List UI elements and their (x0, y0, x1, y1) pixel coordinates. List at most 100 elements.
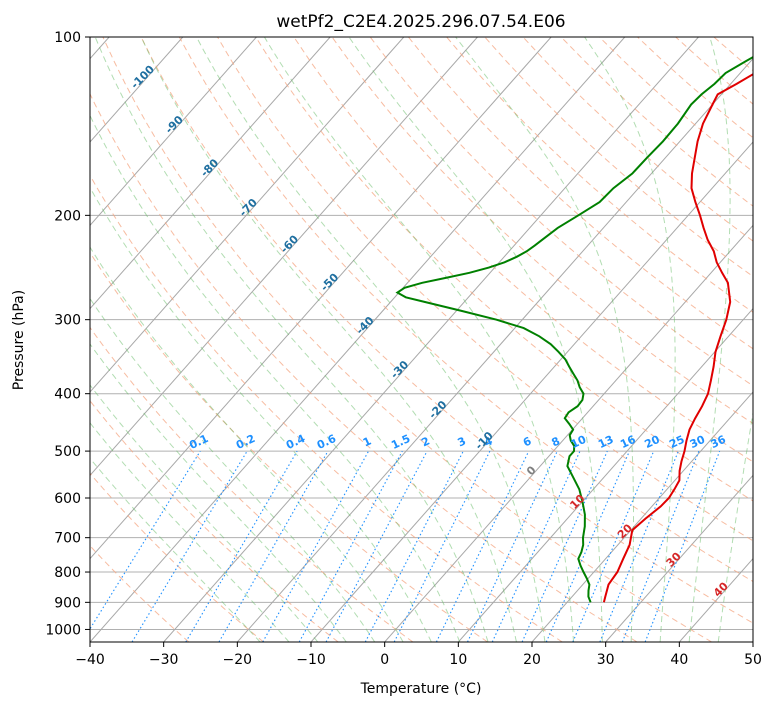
dry-adiabat (90, 251, 488, 642)
mixing-ratio-line (521, 450, 608, 642)
moist-adiabat (140, 37, 517, 642)
mixing-ratio-line (90, 450, 201, 630)
mixing-ratio-label: 8 (550, 434, 562, 449)
mixing-ratio-label: 0.1 (187, 432, 210, 452)
isotherm-line (90, 37, 184, 143)
mixing-ratio-line (572, 450, 655, 642)
y-tick-label: 800 (54, 565, 81, 581)
mixing-ratio-line (325, 450, 428, 642)
dewpoint-profile-line (395, 55, 753, 603)
mixing-ratio-label: 1 (361, 434, 373, 449)
dry-adiabat (637, 37, 753, 139)
dry-adiabat (90, 174, 563, 642)
moist-adiabat (90, 457, 261, 642)
dry-adiabat (408, 37, 753, 350)
dry-adiabat (90, 400, 339, 642)
x-tick-label: −10 (296, 652, 326, 668)
mixing-ratio-label: 10 (569, 433, 589, 451)
plot-frame (89, 36, 754, 643)
moist-adiabat (90, 297, 376, 642)
y-tick-label: 300 (54, 313, 81, 329)
isotherm-line (752, 641, 753, 642)
isotherm-label: -30 (388, 358, 411, 381)
mixing-ratio-label: 30 (688, 433, 708, 451)
isotherm-label: -100 (128, 63, 157, 92)
moist-adiabat (94, 37, 489, 642)
mixing-ratio-line (298, 450, 403, 642)
y-tick-label: 500 (54, 444, 81, 460)
y-tick-label: 700 (54, 531, 81, 547)
y-axis-label: Pressure (hPa) (11, 290, 27, 390)
x-tick-label: −40 (75, 652, 105, 668)
y-tick-label: 600 (54, 491, 81, 507)
chart-title: wetPf2_C2E4.2025.296.07.54.E06 (276, 12, 565, 32)
moist-adiabat (584, 37, 676, 642)
mixing-ratio-label: 1.5 (389, 432, 412, 452)
isotherm-label: 20 (615, 521, 635, 541)
dry-adiabat (90, 326, 414, 642)
isotherm-label: -80 (198, 156, 221, 179)
x-tick-label: 10 (449, 652, 467, 668)
mixing-ratio-line (467, 450, 558, 642)
y-tick-label: 400 (54, 387, 81, 403)
mixing-ratio-label: 0.4 (284, 432, 307, 452)
mixing-ratio-line (621, 450, 700, 642)
mixing-ratio-label: 6 (521, 434, 534, 449)
dry-adiabat (217, 37, 753, 542)
isotherm-line (678, 557, 753, 642)
dry-adiabat (90, 545, 190, 642)
moist-adiabat (90, 343, 347, 642)
isotherm-label: -50 (318, 270, 341, 293)
mixing-ratio-label: 0.2 (234, 432, 257, 452)
isotherm-line (457, 307, 753, 642)
mixing-ratio-label: 25 (667, 433, 686, 451)
moist-adiabat (263, 37, 575, 642)
mixing-ratio-line (262, 450, 370, 642)
moist-adiabat (455, 37, 634, 642)
mixing-ratio-label: 3 (456, 434, 468, 449)
dry-adiabat (102, 37, 712, 642)
isotherm-line (90, 37, 257, 227)
isotherm-line (605, 474, 753, 642)
x-axis-label: Temperature (°C) (360, 681, 482, 697)
mixing-ratio-line (364, 450, 464, 642)
isotherm-line (90, 37, 405, 393)
mixing-ratio-label: 13 (596, 433, 615, 451)
y-tick-label: 200 (54, 208, 81, 224)
moist-adiabat (688, 37, 731, 642)
moist-adiabat (90, 246, 404, 642)
mixing-ratio-label: 16 (618, 433, 638, 451)
dry-adiabat (178, 37, 753, 583)
x-tick-label: −30 (149, 652, 179, 668)
dry-adiabat (90, 92, 638, 642)
isotherm-label: 40 (711, 579, 731, 599)
isotherm-line (90, 37, 478, 477)
isotherm-line (90, 37, 331, 310)
mixing-ratio-line (131, 450, 248, 642)
x-tick-label: 50 (744, 652, 762, 668)
temperature-profile-line (602, 73, 753, 603)
moist-adiabat (348, 37, 603, 642)
mixing-ratio-line (491, 450, 581, 642)
moist-adiabat (90, 384, 319, 642)
x-tick-label: 30 (597, 652, 615, 668)
moist-adiabat (90, 186, 432, 642)
dry-adiabat (255, 37, 753, 502)
dry-adiabat (140, 37, 753, 624)
x-tick-label: 40 (670, 652, 688, 668)
x-tick-label: 20 (523, 652, 541, 668)
dry-adiabat (293, 37, 753, 463)
mixing-ratio-line (218, 450, 329, 642)
isotherm-label: -60 (278, 232, 301, 255)
isotherm-line (384, 224, 753, 642)
x-tick-label: 0 (380, 652, 389, 668)
x-tick-label: −20 (223, 652, 253, 668)
moist-adiabat (196, 37, 546, 642)
moist-adiabat (90, 422, 290, 642)
y-tick-label: 900 (54, 595, 81, 611)
mixing-ratio-line (545, 450, 630, 642)
moist-adiabat (717, 409, 753, 642)
mixing-ratio-line (435, 450, 530, 642)
y-tick-label: 100 (54, 30, 81, 46)
